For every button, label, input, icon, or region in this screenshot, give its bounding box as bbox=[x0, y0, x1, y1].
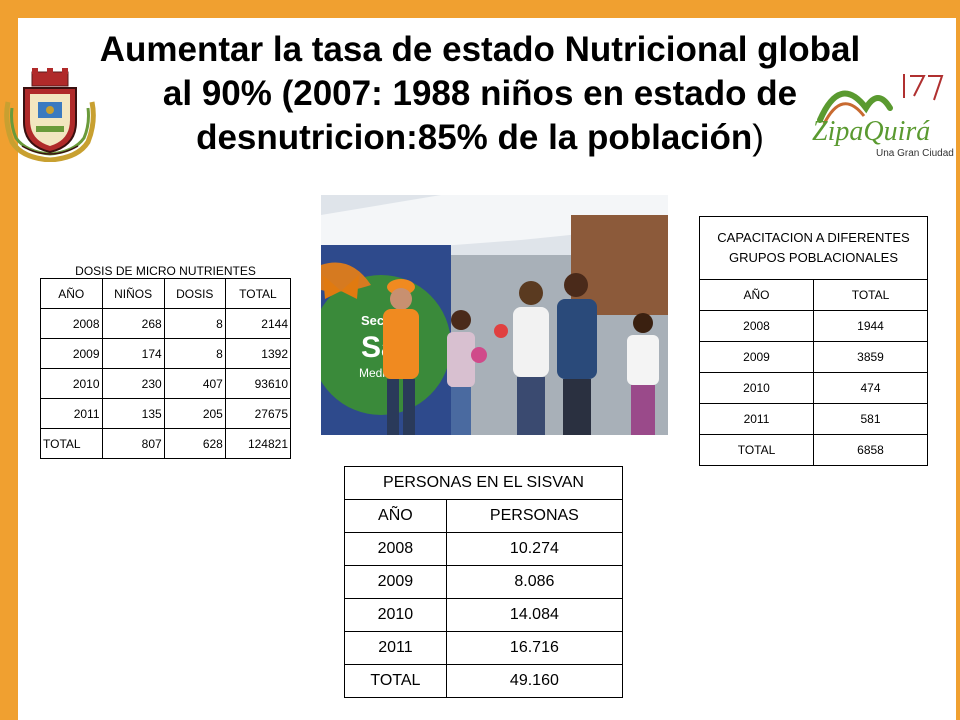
dosis-cell: 268 bbox=[101, 308, 165, 339]
dosis-cell: TOTAL bbox=[40, 428, 103, 459]
sisvan-cell: 10.274 bbox=[445, 532, 624, 566]
dosis-cell: 205 bbox=[163, 398, 226, 429]
table-row: 2008 1944 bbox=[699, 310, 929, 342]
sisvan-header-row: AÑO PERSONAS bbox=[344, 499, 624, 533]
slide-title: Aumentar la tasa de estado Nutricional g… bbox=[60, 28, 900, 160]
sisvan-cell: 16.716 bbox=[445, 631, 624, 665]
dosis-cell: 407 bbox=[163, 368, 226, 399]
title-line-1: Aumentar la tasa de estado Nutricional g… bbox=[99, 30, 861, 69]
capacitacion-cell: 2011 bbox=[699, 403, 814, 435]
title-line-2: al 90% (2007: 1988 niños en estado de bbox=[162, 74, 798, 113]
coat-of-arms-logo bbox=[4, 68, 96, 162]
dosis-cell: 2008 bbox=[40, 308, 103, 339]
event-photo: Sec de Sa Medio bbox=[321, 195, 668, 435]
dosis-cell: 628 bbox=[163, 428, 226, 459]
dosis-cell: 174 bbox=[101, 338, 165, 369]
left-accent-bar bbox=[0, 0, 18, 720]
table-row: TOTAL 6858 bbox=[699, 434, 929, 466]
sisvan-header-cell: PERSONAS bbox=[445, 499, 624, 533]
capacitacion-cell: 1944 bbox=[812, 310, 929, 342]
logo-tagline-text: Una Gran Ciudad bbox=[876, 148, 954, 159]
sisvan-cell: TOTAL bbox=[344, 664, 447, 698]
sisvan-table: PERSONAS EN EL SISVAN AÑO PERSONAS 2008 … bbox=[344, 466, 624, 698]
sisvan-cell: 8.086 bbox=[445, 565, 624, 599]
table-row: 2009 8.086 bbox=[344, 565, 624, 599]
sisvan-cell: 2009 bbox=[344, 565, 447, 599]
dosis-cell: 8 bbox=[163, 308, 226, 339]
dosis-cell: 8 bbox=[163, 338, 226, 369]
table-row: 2010 230 407 93610 bbox=[40, 368, 292, 399]
table-row: 2011 135 205 27675 bbox=[40, 398, 292, 429]
title-paren: ) bbox=[752, 118, 764, 157]
logo-brand-text: ZipaQuirá bbox=[812, 116, 930, 147]
table-row: 2009 174 8 1392 bbox=[40, 338, 292, 369]
table-row: 2010 474 bbox=[699, 372, 929, 404]
sisvan-cell: 2010 bbox=[344, 598, 447, 632]
capacitacion-cell: TOTAL bbox=[699, 434, 814, 466]
dosis-cell: 2144 bbox=[224, 308, 292, 339]
dosis-cell: 135 bbox=[101, 398, 165, 429]
dosis-header-row: AÑO NIÑOS DOSIS TOTAL bbox=[40, 278, 292, 309]
sisvan-header-cell: AÑO bbox=[344, 499, 447, 533]
zipaquira-logo: ZipaQuirá Una Gran Ciudad bbox=[812, 74, 954, 159]
dosis-cell: 1392 bbox=[224, 338, 292, 369]
right-accent-bar bbox=[956, 0, 960, 720]
capacitacion-cell: 6858 bbox=[812, 434, 929, 466]
table-row: TOTAL 807 628 124821 bbox=[40, 428, 292, 459]
table-row: 2010 14.084 bbox=[344, 598, 624, 632]
table-row: 2008 268 8 2144 bbox=[40, 308, 292, 339]
capacitacion-table-caption: CAPACITACION A DIFERENTES GRUPOS POBLACI… bbox=[699, 216, 928, 280]
banner-text-1: Sec bbox=[361, 313, 384, 328]
dosis-header-cell: NIÑOS bbox=[101, 278, 165, 309]
dosis-cell: 93610 bbox=[224, 368, 292, 399]
dosis-header-cell: TOTAL bbox=[224, 278, 292, 309]
dosis-cell: 2011 bbox=[40, 398, 103, 429]
top-accent-bar bbox=[0, 0, 960, 18]
capacitacion-table: CAPACITACION A DIFERENTES GRUPOS POBLACI… bbox=[699, 216, 929, 466]
capacitacion-header-cell: AÑO bbox=[699, 279, 814, 311]
dosis-header-cell: AÑO bbox=[40, 278, 103, 309]
dosis-header-cell: DOSIS bbox=[163, 278, 226, 309]
sisvan-cell: 2011 bbox=[344, 631, 447, 665]
capacitacion-cell: 3859 bbox=[812, 341, 929, 373]
dosis-cell: 27675 bbox=[224, 398, 292, 429]
capacitacion-cell: 2008 bbox=[699, 310, 814, 342]
dosis-cell: 807 bbox=[101, 428, 165, 459]
sisvan-cell: 2008 bbox=[344, 532, 447, 566]
table-row: 2009 3859 bbox=[699, 341, 929, 373]
dosis-cell: 124821 bbox=[224, 428, 292, 459]
capacitacion-cell: 2010 bbox=[699, 372, 814, 404]
title-line-3: desnutricion:85% de la población bbox=[196, 118, 753, 157]
dosis-table: DOSIS DE MICRO NUTRIENTES AÑO NIÑOS DOSI… bbox=[40, 248, 292, 459]
sisvan-cell: 49.160 bbox=[445, 664, 624, 698]
dosis-cell: 2009 bbox=[40, 338, 103, 369]
capacitacion-header-row: AÑO TOTAL bbox=[699, 279, 929, 311]
capacitacion-cell: 474 bbox=[812, 372, 929, 404]
table-row: TOTAL 49.160 bbox=[344, 664, 624, 698]
table-row: 2011 581 bbox=[699, 403, 929, 435]
dosis-cell: 2010 bbox=[40, 368, 103, 399]
table-row: 2008 10.274 bbox=[344, 532, 624, 566]
capacitacion-cell: 2009 bbox=[699, 341, 814, 373]
table-row: 2011 16.716 bbox=[344, 631, 624, 665]
dosis-cell: 230 bbox=[101, 368, 165, 399]
dosis-table-caption: DOSIS DE MICRO NUTRIENTES bbox=[40, 248, 291, 279]
sisvan-cell: 14.084 bbox=[445, 598, 624, 632]
sisvan-table-caption: PERSONAS EN EL SISVAN bbox=[344, 466, 623, 500]
capacitacion-cell: 581 bbox=[812, 403, 929, 435]
capacitacion-header-cell: TOTAL bbox=[812, 279, 929, 311]
